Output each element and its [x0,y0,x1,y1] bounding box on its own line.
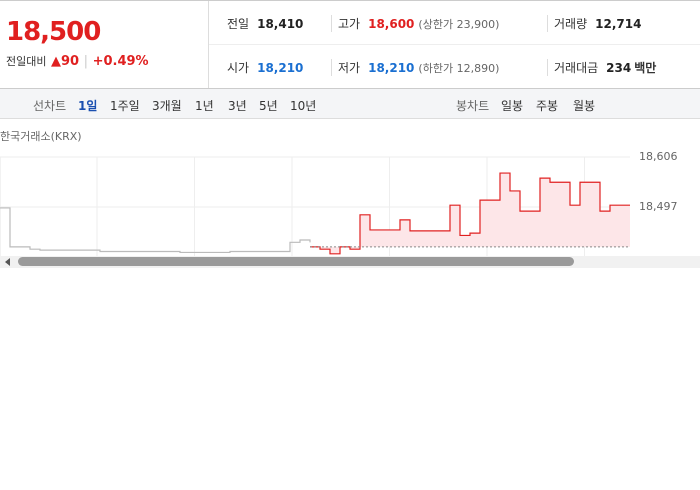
extra-label: 상한가 [422,18,454,31]
scroll-thumb [18,257,574,266]
chart: 한국거래소(KRX) 18,606 18,497 [0,130,700,268]
tab[interactable]: 10년 [290,99,317,113]
change-label: 전일대비 [6,55,47,68]
tab[interactable]: 일봉 [501,99,524,113]
summary-extra: (상한가 23,900) [418,18,500,31]
y-tick-label: 18,606 [639,150,678,163]
summary-cell: 고가 18,600 (상한가 23,900) [331,15,499,32]
summary: 전일 18,410 고가 18,600 (상한가 23,900) 거래량 12,714 시가 1… [208,1,700,88]
tab[interactable]: 3개월 [152,99,182,113]
tab[interactable]: 5년 [259,99,278,113]
quote-panel: 18,500 전일대비 ▲90 | +0.49% 전일 18,410 고가 18,60… [0,0,700,88]
summary-label: 전일 [227,17,250,31]
change-percent: +0.49% [92,54,149,69]
tab[interactable]: 1주일 [110,99,140,113]
summary-cell: 저가 18,210 (하한가 12,890) [331,59,499,76]
source: 한국거래소(KRX) [0,130,82,143]
summary-label: 거래량 [554,17,588,31]
summary-value: 234 [606,61,632,75]
summary-extra: (하한가 12,890) [418,62,500,75]
summary-label: 저가 [338,61,361,75]
tab[interactable]: 주봉 [536,99,559,113]
summary-label: 고가 [338,17,361,31]
tab-group-label: 선차트 [33,99,67,113]
tab[interactable]: 3년 [228,99,247,113]
extra-value: 12,890 [456,62,496,75]
summary-value: 12,714 [595,17,642,31]
summary-cell: 전일 18,410 [227,15,303,32]
summary-row: 시가 18,210 저가 18,210 (하한가 12,890) 거래대금 234 백만 [209,45,700,88]
tab-bar: 선차트 1일 1주일 3개월 1년 3년 5년 10년 봉차트 일봉 주봉 월봉 [0,88,700,119]
area [310,173,630,254]
change: 전일대비 ▲90 | +0.49% [6,54,149,69]
summary-cell: 거래량 12,714 [547,15,641,32]
summary-value: 18,210 [368,61,415,75]
tab[interactable]: 1년 [195,99,214,113]
price: 18,500 [6,17,101,47]
line [0,207,311,254]
line [310,172,630,255]
extra-value: 23,900 [456,18,496,31]
tab-group-label: 봉차트 [456,99,490,113]
summary-unit: 백만 [634,61,657,75]
summary-label: 시가 [227,61,250,75]
summary-label: 거래대금 [554,61,599,75]
summary-cell: 거래대금 234 백만 [547,59,656,76]
summary-value: 18,410 [257,17,304,31]
summary-row: 전일 18,410 고가 18,600 (상한가 23,900) 거래량 12,714 [209,1,700,45]
extra-label: 하한가 [422,62,454,75]
summary-value: 18,210 [257,61,304,75]
summary-cell: 시가 18,210 [227,59,303,76]
price-box: 18,500 전일대비 ▲90 | +0.49% [0,1,208,88]
change-value: 90 [61,54,80,69]
tab[interactable]: 1일 [78,99,98,113]
scroll-arrow [5,258,10,266]
tab[interactable]: 월봉 [573,99,596,113]
y-tick-label: 18,497 [639,200,678,213]
summary-value: 18,600 [368,17,415,31]
